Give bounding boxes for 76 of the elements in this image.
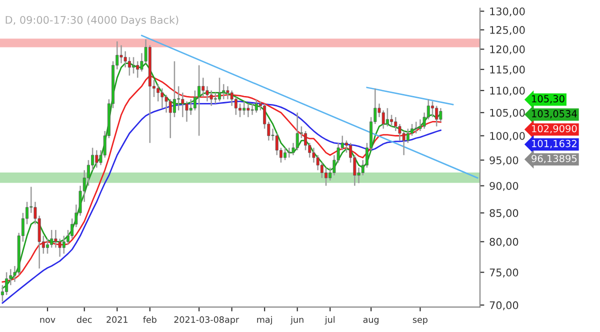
text: 105,30 bbox=[532, 95, 564, 104]
candlestick bbox=[160, 88, 164, 109]
candlestick bbox=[250, 103, 254, 116]
candlestick bbox=[210, 90, 213, 106]
candlestick bbox=[46, 238, 49, 254]
x-tick-label: nov bbox=[40, 318, 56, 323]
text: 102,9090 bbox=[532, 124, 577, 134]
y-tick-label: 75,00 bbox=[490, 268, 518, 278]
x-tick-label: 2021-03-08 bbox=[174, 316, 224, 323]
candlestick bbox=[320, 162, 324, 179]
candlestick bbox=[439, 107, 442, 122]
candlestick bbox=[136, 60, 140, 78]
candlestick bbox=[62, 235, 66, 254]
y-tick-label: 130,00 bbox=[490, 7, 525, 16]
x-tick-label: sep bbox=[412, 318, 428, 325]
y-tick-label: 90,00 bbox=[490, 182, 518, 191]
candlestick bbox=[198, 64, 201, 136]
candlestick bbox=[382, 110, 385, 130]
candlestick bbox=[230, 90, 234, 106]
candlestick bbox=[414, 121, 418, 134]
candlestick bbox=[218, 77, 221, 102]
candlestick bbox=[50, 229, 54, 248]
y-tick-label: 80,00 bbox=[490, 238, 518, 247]
y-tick-label: 105,00 bbox=[490, 108, 525, 118]
y-tick-label: 125,00 bbox=[490, 26, 525, 35]
candlestick bbox=[222, 83, 226, 100]
x-tick-label: apr bbox=[225, 318, 240, 325]
y-tick-label: 100,00 bbox=[490, 132, 525, 141]
y-tick-label: 120,00 bbox=[490, 45, 525, 54]
candlestick bbox=[193, 90, 196, 111]
x-tick-label: aug bbox=[363, 318, 378, 325]
candlestick bbox=[181, 92, 184, 118]
candlestick bbox=[189, 98, 192, 116]
x-tick-label: maj bbox=[257, 316, 272, 325]
candlestick bbox=[394, 116, 398, 132]
y-tick-label: 85,00 bbox=[490, 209, 518, 218]
candlestick bbox=[156, 83, 160, 102]
x-tick-label: 2021 bbox=[106, 316, 128, 323]
candlestick bbox=[168, 98, 172, 139]
y-tick-label: 95,00 bbox=[490, 156, 518, 166]
candlestick bbox=[128, 56, 131, 76]
candlestick bbox=[386, 107, 389, 127]
x-tick-label: dec bbox=[76, 316, 92, 323]
y-tick-label: 70,00 bbox=[490, 301, 518, 310]
candlestick bbox=[246, 103, 250, 118]
candlestick bbox=[296, 112, 299, 151]
y-tick-label: 110,00 bbox=[490, 86, 525, 96]
text: 96,13895 bbox=[532, 154, 577, 164]
candlestick bbox=[431, 100, 434, 118]
candlestick bbox=[390, 114, 394, 127]
candlestick bbox=[214, 92, 217, 104]
candlestick bbox=[132, 56, 135, 74]
x-tick-label: jul bbox=[324, 316, 334, 325]
candlestick bbox=[406, 128, 410, 144]
candlestick bbox=[324, 167, 328, 186]
text: D, 09:00-17:30 (4000 Days Back) bbox=[6, 16, 178, 26]
text: 103,0534 bbox=[532, 110, 577, 118]
candlestick bbox=[202, 77, 205, 98]
candlestick bbox=[172, 60, 176, 118]
candlestick bbox=[120, 44, 123, 64]
candlestick bbox=[275, 132, 278, 156]
candlestick bbox=[95, 150, 98, 168]
candlestick bbox=[242, 100, 246, 116]
candlestick bbox=[435, 105, 438, 127]
candlestick bbox=[5, 272, 8, 296]
x-tick-label: jun bbox=[290, 316, 304, 325]
x-tick-label: feb bbox=[143, 316, 156, 323]
candlestick bbox=[288, 147, 291, 158]
candlestick bbox=[238, 103, 242, 118]
candlestick bbox=[254, 98, 258, 114]
candlestick bbox=[177, 86, 180, 111]
y-tick-label: 115,00 bbox=[490, 66, 525, 75]
candlestick bbox=[284, 147, 287, 161]
candlestick bbox=[304, 130, 308, 151]
candlestick bbox=[234, 96, 238, 116]
text: 101,1632 bbox=[532, 140, 576, 148]
